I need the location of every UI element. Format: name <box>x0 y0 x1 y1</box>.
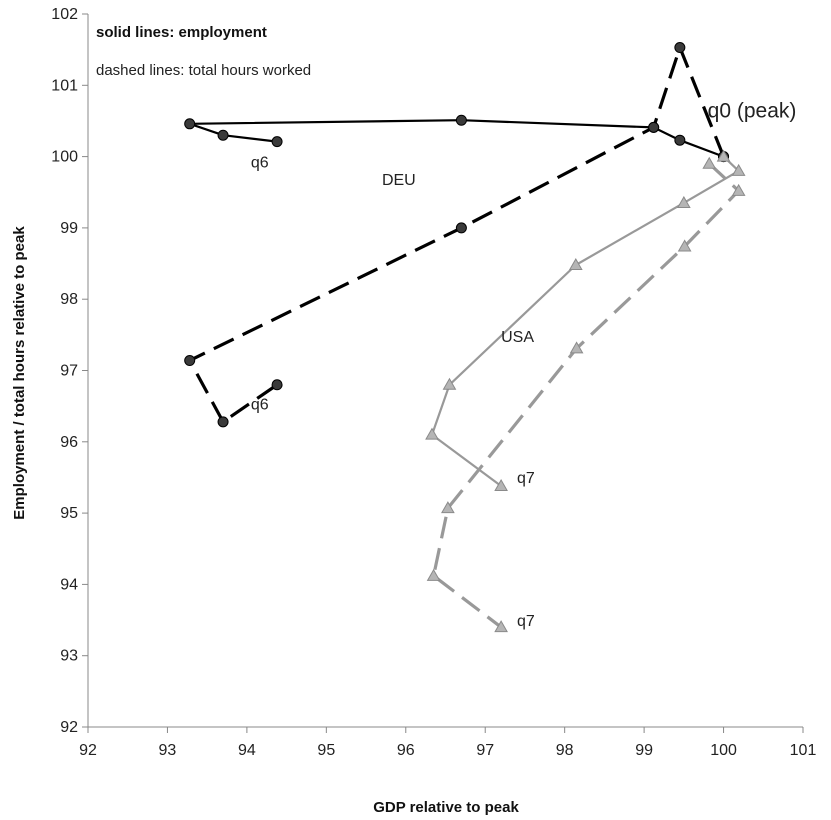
y-tick-label: 101 <box>51 77 78 94</box>
series-line <box>430 155 740 487</box>
data-point-triangle <box>442 377 457 390</box>
annotation-label: q6 <box>251 397 269 414</box>
y-tick-label: 93 <box>60 648 78 665</box>
data-point-circle <box>217 129 229 141</box>
data-point-triangle <box>568 257 583 270</box>
series-usa-employment <box>425 149 746 492</box>
y-tick-label: 96 <box>60 434 78 451</box>
x-tick-label: 97 <box>476 742 494 759</box>
series-line <box>188 45 726 424</box>
y-tick-label: 97 <box>60 363 78 380</box>
note-dashed-lines: dashed lines: total hours worked <box>96 62 311 79</box>
data-point-triangle <box>441 501 455 514</box>
y-tick-label: 99 <box>60 220 78 237</box>
data-point-circle <box>184 118 196 130</box>
series-line <box>432 162 741 629</box>
y-tick-label: 102 <box>51 6 78 23</box>
data-point-triangle <box>716 149 731 162</box>
data-point-triangle <box>426 568 441 581</box>
axes: 92 93 94 95 96 97 98 99 100 101 102 92 93 94 95 96 97 98 9… <box>51 6 816 759</box>
data-point-triangle <box>677 239 692 252</box>
annotation-label: q7 <box>517 470 535 487</box>
data-point-triangle <box>676 195 691 208</box>
data-point-triangle <box>731 163 746 176</box>
annotation-label: DEU <box>382 172 416 189</box>
x-tick-label: 99 <box>635 742 653 759</box>
y-tick-label: 92 <box>60 719 78 736</box>
x-tick-label: 92 <box>79 742 97 759</box>
y-tick-label: 100 <box>51 149 78 166</box>
x-tick-label: 95 <box>317 742 335 759</box>
data-point-triangle <box>569 341 584 354</box>
annotation-label: q7 <box>517 613 535 630</box>
series-deu-hours <box>184 42 730 428</box>
annotation-label: q6 <box>251 154 269 171</box>
data-point-circle <box>217 416 229 428</box>
y-tick-label: 98 <box>60 291 78 308</box>
x-tick-label: 93 <box>159 742 177 759</box>
x-tick-label: 98 <box>556 742 574 759</box>
data-point-circle <box>184 355 196 367</box>
data-point-triangle <box>731 183 746 196</box>
data-point-circle <box>674 134 686 146</box>
x-tick-label: 100 <box>710 742 737 759</box>
x-tick-label: 94 <box>238 742 256 759</box>
annotations: q6 DEU q0 (peak) USA q6 q7 q7 <box>251 99 797 629</box>
data-point-circle <box>455 222 467 234</box>
annotation-label: q0 (peak) <box>708 99 797 122</box>
data-point-circle <box>648 121 660 133</box>
data-point-circle <box>455 114 467 126</box>
annotation-label: USA <box>501 329 534 346</box>
data-point-circle <box>674 42 686 54</box>
series-usa-hours <box>426 156 746 633</box>
data-point-circle <box>271 136 283 148</box>
data-point-circle <box>271 379 283 391</box>
x-axis-title: GDP relative to peak <box>373 799 519 816</box>
series-layer <box>184 42 746 633</box>
y-tick-label: 95 <box>60 505 78 522</box>
data-point-triangle <box>702 156 717 169</box>
data-point-triangle <box>494 620 508 633</box>
note-solid-lines: solid lines: employment <box>96 24 267 41</box>
x-tick-label: 96 <box>397 742 415 759</box>
series-line <box>188 119 724 158</box>
y-tick-label: 94 <box>60 576 78 593</box>
data-point-triangle <box>425 427 439 440</box>
x-tick-label: 101 <box>790 742 817 759</box>
y-axis-title: Employment / total hours relative to pea… <box>11 226 28 520</box>
data-point-triangle <box>494 478 508 492</box>
